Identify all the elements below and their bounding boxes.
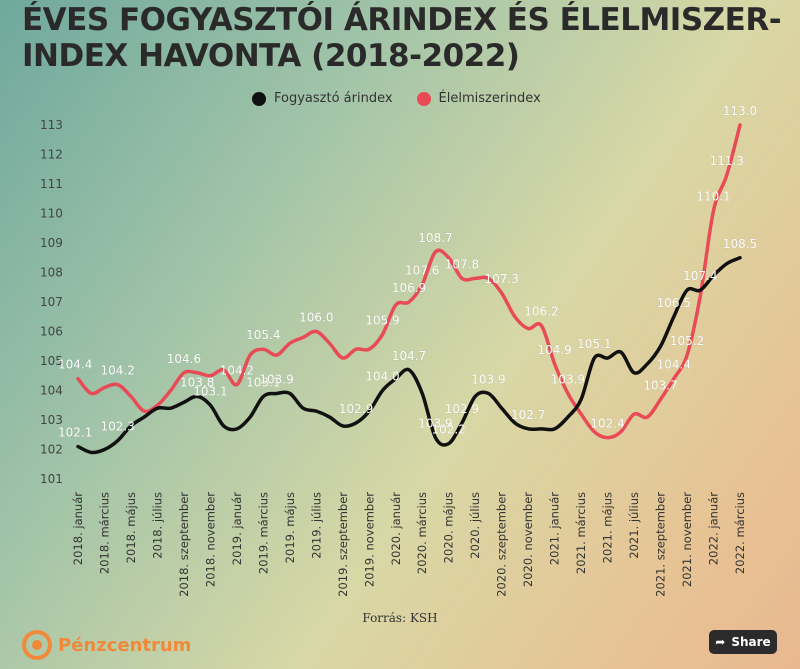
data-label-food: 103.9 bbox=[551, 372, 585, 386]
logo-icon bbox=[22, 630, 52, 660]
brand-logo[interactable]: Pénzcentrum bbox=[22, 630, 191, 660]
x-tick-label: 2019. július bbox=[309, 492, 323, 559]
legend-swatch-food bbox=[416, 91, 431, 106]
x-tick-label: 2018. március bbox=[97, 492, 111, 574]
data-label-food: 106.2 bbox=[524, 305, 558, 319]
x-tick-label: 2018. május bbox=[124, 492, 138, 563]
x-tick-label: 2021. július bbox=[627, 492, 641, 559]
data-label-cpi: 102.1 bbox=[58, 426, 92, 440]
data-label-food: 104.4 bbox=[657, 358, 691, 372]
brand-name: Pénzcentrum bbox=[58, 634, 192, 656]
share-label: Share bbox=[731, 635, 771, 649]
x-tick-label: 2019. május bbox=[283, 492, 297, 563]
x-tick-label: 2018. január bbox=[71, 492, 85, 565]
data-label-cpi: 103.9 bbox=[471, 372, 505, 386]
data-label-food: 111.3 bbox=[710, 154, 744, 168]
data-label-cpi: 105.1 bbox=[577, 337, 611, 351]
data-label-food: 105.4 bbox=[246, 328, 280, 342]
data-label-cpi: 104.0 bbox=[365, 370, 399, 384]
x-tick-label: 2021. november bbox=[680, 492, 694, 587]
data-label-food: 104.4 bbox=[58, 358, 92, 372]
y-tick-label: 101 bbox=[40, 472, 63, 486]
data-label-cpi: 103.8 bbox=[180, 375, 214, 389]
x-tick-label: 2020. március bbox=[415, 492, 429, 574]
data-label-cpi: 103.9 bbox=[418, 417, 452, 431]
data-label-food: 104.6 bbox=[167, 352, 201, 366]
y-tick-label: 113 bbox=[40, 118, 63, 132]
x-tick-label: 2019. március bbox=[256, 492, 270, 574]
x-tick-label: 2020. július bbox=[468, 492, 482, 559]
y-tick-label: 112 bbox=[40, 148, 63, 162]
data-label-cpi: 107.4 bbox=[683, 269, 717, 283]
legend-swatch-cpi bbox=[252, 91, 266, 106]
share-button[interactable]: ➦ Share bbox=[709, 630, 777, 654]
data-label-food: 107.8 bbox=[445, 257, 479, 271]
data-label-cpi: 108.5 bbox=[723, 237, 757, 251]
y-tick-label: 103 bbox=[40, 413, 63, 427]
x-tick-label: 2020. január bbox=[389, 492, 403, 565]
series-line-cpi bbox=[76, 256, 742, 455]
data-label-cpi: 102.9 bbox=[339, 402, 373, 416]
data-label-food: 105.9 bbox=[365, 313, 399, 327]
chart-legend: Fogyasztó árindex Élelmiszerindex bbox=[252, 91, 565, 106]
data-label-cpi: 103.1 bbox=[246, 375, 280, 389]
data-label-cpi: 106.5 bbox=[657, 296, 691, 310]
data-label-cpi: 102.3 bbox=[101, 420, 135, 434]
x-tick-label: 2022. március bbox=[733, 492, 747, 574]
x-tick-label: 2022. január bbox=[707, 492, 721, 565]
y-tick-label: 106 bbox=[40, 325, 63, 339]
data-label-food: 106.0 bbox=[299, 311, 333, 325]
data-label-food: 103.7 bbox=[643, 378, 677, 392]
legend-item-food[interactable]: Élelmiszerindex bbox=[416, 91, 541, 106]
x-tick-label: 2020. november bbox=[521, 492, 535, 587]
data-label-cpi: 103.1 bbox=[193, 384, 227, 398]
data-label-cpi: 102.7 bbox=[511, 408, 545, 422]
x-tick-label: 2018. szeptember bbox=[177, 492, 191, 597]
data-label-food: 102.4 bbox=[590, 417, 624, 431]
data-label-food: 110.1 bbox=[696, 190, 730, 204]
x-tick-label: 2018. november bbox=[203, 492, 217, 587]
x-tick-label: 2019. szeptember bbox=[336, 492, 350, 597]
x-tick-label: 2021. március bbox=[574, 492, 588, 574]
data-label-food: 104.9 bbox=[537, 343, 571, 357]
y-tick-label: 109 bbox=[40, 236, 63, 250]
y-tick-label: 102 bbox=[40, 443, 63, 457]
legend-label-cpi: Fogyasztó árindex bbox=[274, 91, 393, 106]
x-tick-label: 2020. szeptember bbox=[495, 492, 509, 597]
data-label-food: 104.2 bbox=[101, 364, 135, 378]
x-tick-label: 2020. május bbox=[442, 492, 456, 563]
data-label-food: 105.2 bbox=[670, 334, 704, 348]
y-tick-label: 107 bbox=[40, 295, 63, 309]
data-label-cpi: 103.9 bbox=[259, 372, 293, 386]
x-tick-label: 2021. május bbox=[601, 492, 615, 563]
y-tick-label: 111 bbox=[40, 177, 63, 191]
x-tick-label: 2019. november bbox=[362, 492, 376, 587]
data-label-food: 108.7 bbox=[418, 231, 452, 245]
data-label-cpi: 104.7 bbox=[392, 349, 426, 363]
series-line-food bbox=[76, 123, 742, 440]
chart-title: ÉVES FOGYASZTÓI ÁRINDEX ÉS ÉLELMISZER-IN… bbox=[22, 2, 782, 74]
legend-label-food: Élelmiszerindex bbox=[438, 91, 541, 106]
y-tick-label: 110 bbox=[40, 207, 63, 221]
data-label-cpi: 102.9 bbox=[445, 402, 479, 416]
legend-item-cpi[interactable]: Fogyasztó árindex bbox=[252, 91, 393, 106]
data-label-food: 106.9 bbox=[392, 281, 426, 295]
data-label-food: 107.3 bbox=[485, 272, 519, 286]
data-label-food: 113.0 bbox=[723, 104, 757, 118]
y-tick-label: 108 bbox=[40, 266, 63, 280]
y-tick-label: 105 bbox=[40, 354, 63, 368]
x-tick-label: 2019. január bbox=[230, 492, 244, 565]
y-tick-label: 104 bbox=[40, 384, 63, 398]
x-tick-label: 2021. szeptember bbox=[654, 492, 668, 597]
data-label-food: 104.2 bbox=[220, 364, 254, 378]
data-label-cpi: 102.2 bbox=[432, 423, 466, 437]
share-icon: ➦ bbox=[715, 635, 726, 649]
x-tick-label: 2021. január bbox=[548, 492, 562, 565]
source-note: Forrás: KSH bbox=[362, 611, 438, 625]
x-tick-label: 2018. július bbox=[150, 492, 164, 559]
data-label-food: 107.6 bbox=[405, 263, 439, 277]
